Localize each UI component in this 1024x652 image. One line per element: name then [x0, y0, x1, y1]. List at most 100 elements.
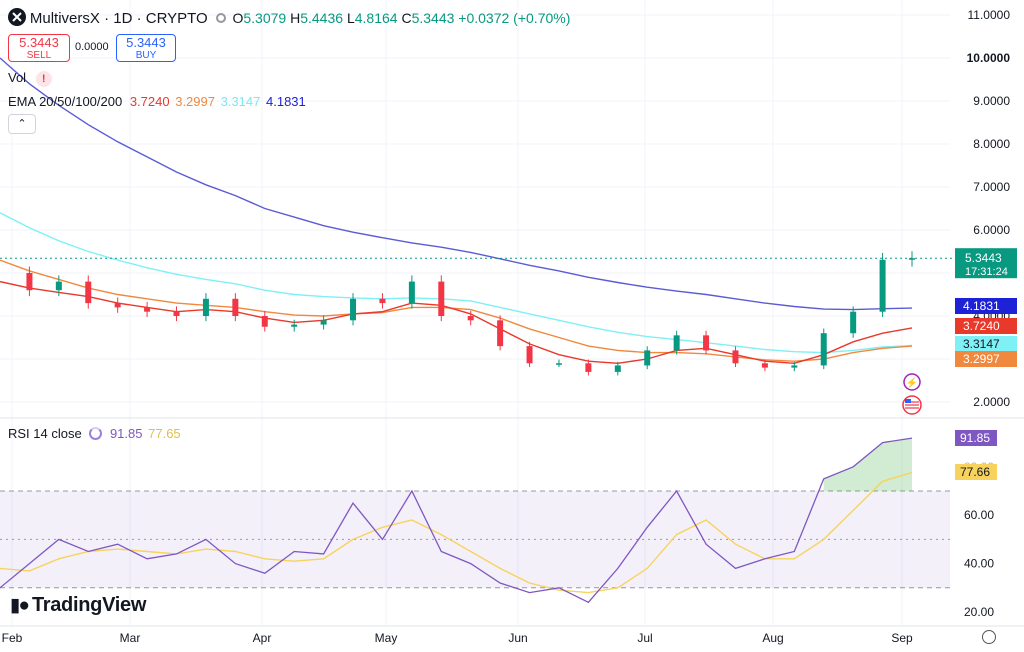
rsi-ma-badge-label: 77.66: [960, 465, 990, 479]
settings-gear-icon[interactable]: [982, 630, 996, 644]
last-price-label: 5.3443: [965, 251, 1002, 265]
candle-body: [350, 298, 357, 321]
high-value: 5.4436: [300, 10, 344, 26]
rsi-tick-label: 40.00: [964, 557, 994, 571]
candle-body: [526, 346, 533, 364]
multiversx-logo-icon: [8, 8, 26, 26]
warning-icon[interactable]: !: [35, 71, 52, 87]
open-label: O: [232, 10, 244, 26]
sell-button[interactable]: 5.3443 SELL: [8, 34, 70, 62]
candle-body: [497, 320, 504, 347]
ema100-value: 3.3147: [220, 94, 261, 109]
candle-body: [673, 335, 680, 351]
ema-badge: [955, 351, 1017, 367]
ema-line-ema200: [0, 57, 913, 311]
price-tick-label: 7.0000: [973, 180, 1010, 194]
lightning-icon[interactable]: [903, 373, 921, 391]
rsi-line: [0, 437, 913, 604]
ema-line-ema20: [0, 280, 913, 365]
candle-body: [320, 320, 327, 325]
candle-body: [820, 333, 827, 366]
candle-body: [291, 324, 298, 327]
rsi-legend[interactable]: RSI 14 close 91.85 77.65: [8, 426, 181, 441]
tradingview-mark-icon: ▮●: [10, 595, 30, 616]
sell-price: 5.3443: [19, 35, 59, 50]
ema-badge: [955, 298, 1017, 314]
rsi-label: RSI 14 close: [8, 426, 82, 441]
ema50-value: 3.2997: [175, 94, 215, 109]
symbol-header: MultiversX · 1D · CRYPTO O5.3079 H5.4436…: [8, 8, 570, 27]
lightning-glyph: ⚡: [906, 376, 918, 389]
candle-body: [114, 303, 121, 308]
buy-button[interactable]: 5.3443 BUY: [116, 34, 176, 62]
candle-body: [232, 298, 239, 316]
collapse-legend-button[interactable]: ⌃: [8, 114, 36, 134]
buy-price: 5.3443: [126, 35, 166, 50]
flag-canton: [905, 399, 911, 403]
ema-badge-label: 3.2997: [963, 352, 1000, 366]
candle-body: [408, 281, 415, 304]
rsi-ma-badge: [955, 464, 997, 480]
price-tick-label: 11.0000: [968, 8, 1011, 22]
rsi-tick-label: 20.00: [964, 605, 994, 619]
buy-label: BUY: [135, 50, 157, 61]
time-tick-label: Apr: [253, 631, 272, 645]
open-value: 5.3079: [243, 10, 287, 26]
ema20-value: 3.7240: [129, 94, 170, 109]
time-tick-label: Mar: [120, 631, 141, 645]
candle-body: [614, 365, 621, 372]
candle-body: [26, 273, 33, 291]
change-value: +0.0372 (+0.70%): [458, 10, 571, 26]
sell-label: SELL: [26, 50, 52, 61]
candle-body: [879, 259, 886, 312]
ema-legend[interactable]: EMA 20/50/100/200 3.7240 3.2997 3.3147 4…: [8, 94, 306, 109]
candle-body: [585, 363, 592, 372]
rsi-value-badge-label: 91.85: [960, 431, 990, 445]
candle-body: [379, 298, 386, 304]
candle-body: [85, 281, 92, 304]
candle-body: [761, 363, 768, 368]
candle-body: [732, 350, 739, 364]
time-tick-label: Jul: [637, 631, 652, 645]
rsi-ma-line: [0, 471, 913, 594]
candle-body: [202, 298, 209, 316]
candle-body: [644, 350, 651, 366]
close-label: C: [401, 10, 412, 26]
symbol-title[interactable]: MultiversX · 1D · CRYPTO: [29, 10, 208, 27]
last-price-badge: [955, 248, 1017, 279]
ema-badge-label: 4.1831: [963, 299, 1000, 313]
rsi-value: 91.85: [109, 426, 143, 441]
ema-badge: [955, 318, 1017, 334]
time-tick-label: Sep: [891, 631, 913, 645]
rsi-value-badge: [955, 430, 997, 446]
tradingview-logo[interactable]: ▮● TradingView: [10, 594, 146, 617]
low-label: L: [346, 10, 355, 26]
brand-name: TradingView: [31, 594, 147, 616]
rsi-overbought-fill: [823, 438, 912, 491]
time-tick-label: Feb: [2, 631, 23, 645]
ema200-value: 4.1831: [266, 94, 306, 109]
countdown-label: 17:31:24: [965, 266, 1008, 278]
price-tick-label: 10.0000: [967, 51, 1011, 65]
time-tick-label: Aug: [762, 631, 783, 645]
time-tick-label: May: [375, 631, 398, 645]
status-dot-icon: [215, 13, 226, 23]
close-value: 5.3443: [411, 10, 455, 26]
candle-body: [850, 311, 857, 334]
candle-body: [909, 258, 915, 260]
price-tick-label: 8.0000: [973, 137, 1010, 151]
rsi-loading-icon: [89, 427, 103, 440]
ema-badge: [955, 336, 1017, 352]
ema-badge-label: 3.3147: [963, 337, 1000, 351]
volume-label: Vol: [8, 70, 27, 85]
price-tick-label: 2.0000: [973, 395, 1010, 409]
volume-legend[interactable]: Vol !: [8, 70, 52, 87]
price-tick-label: 9.0000: [973, 94, 1010, 108]
candle-body: [467, 316, 474, 321]
candle-body: [791, 365, 798, 368]
candle-body: [173, 311, 180, 316]
high-label: H: [290, 10, 301, 26]
time-tick-label: Jun: [508, 631, 527, 645]
candle-body: [261, 316, 268, 327]
